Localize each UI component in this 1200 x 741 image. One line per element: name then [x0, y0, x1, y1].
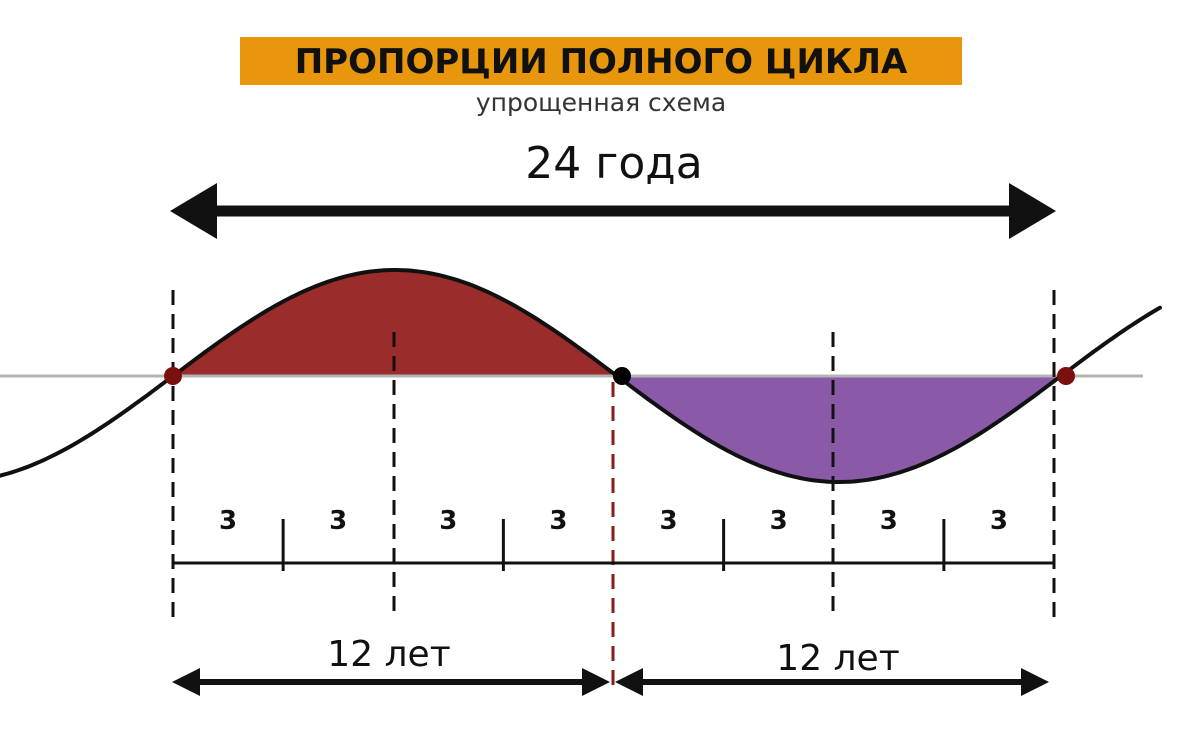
segment-label: 3: [439, 506, 457, 536]
total-duration-label: 24 года: [525, 138, 702, 189]
segment-label: 3: [549, 506, 567, 536]
title-banner-background: [240, 37, 962, 85]
arrowhead-left-icon: [615, 668, 643, 696]
arrowhead-left-icon: [172, 668, 200, 696]
arrowhead-right-icon: [582, 668, 610, 696]
diagram-title: ПРОПОРЦИИ ПОЛНОГО ЦИКЛА: [295, 42, 908, 82]
first-half-arrow: [172, 668, 610, 696]
arrowhead-right-icon: [1021, 668, 1049, 696]
segment-label: 3: [329, 506, 347, 536]
segment-labels: 3 3 3 3 3 3 3 3: [219, 506, 1008, 536]
contraction-phase-area: [617, 376, 1061, 482]
segment-label: 3: [880, 506, 898, 536]
cycle-end-point: [1057, 367, 1075, 385]
second-half-label: 12 лет: [776, 638, 899, 679]
total-duration-arrow: [170, 183, 1056, 239]
segment-label: 3: [660, 506, 678, 536]
cycle-curve: [0, 268, 1162, 484]
diagram-subtitle: упрощенная схема: [476, 88, 726, 117]
segment-label: 3: [990, 506, 1008, 536]
second-half-arrow: [615, 668, 1049, 696]
arrowhead-right-icon: [1009, 183, 1056, 239]
title-banner: ПРОПОРЦИИ ПОЛНОГО ЦИКЛА: [240, 37, 962, 85]
segment-label: 3: [770, 506, 788, 536]
timeline-axis: [173, 519, 1054, 571]
first-half-label: 12 лет: [327, 634, 450, 675]
arrowhead-left-icon: [170, 183, 217, 239]
cycle-midpoint: [613, 367, 631, 385]
cycle-start-point: [164, 367, 182, 385]
expansion-phase-area: [173, 270, 617, 376]
segment-label: 3: [219, 506, 237, 536]
